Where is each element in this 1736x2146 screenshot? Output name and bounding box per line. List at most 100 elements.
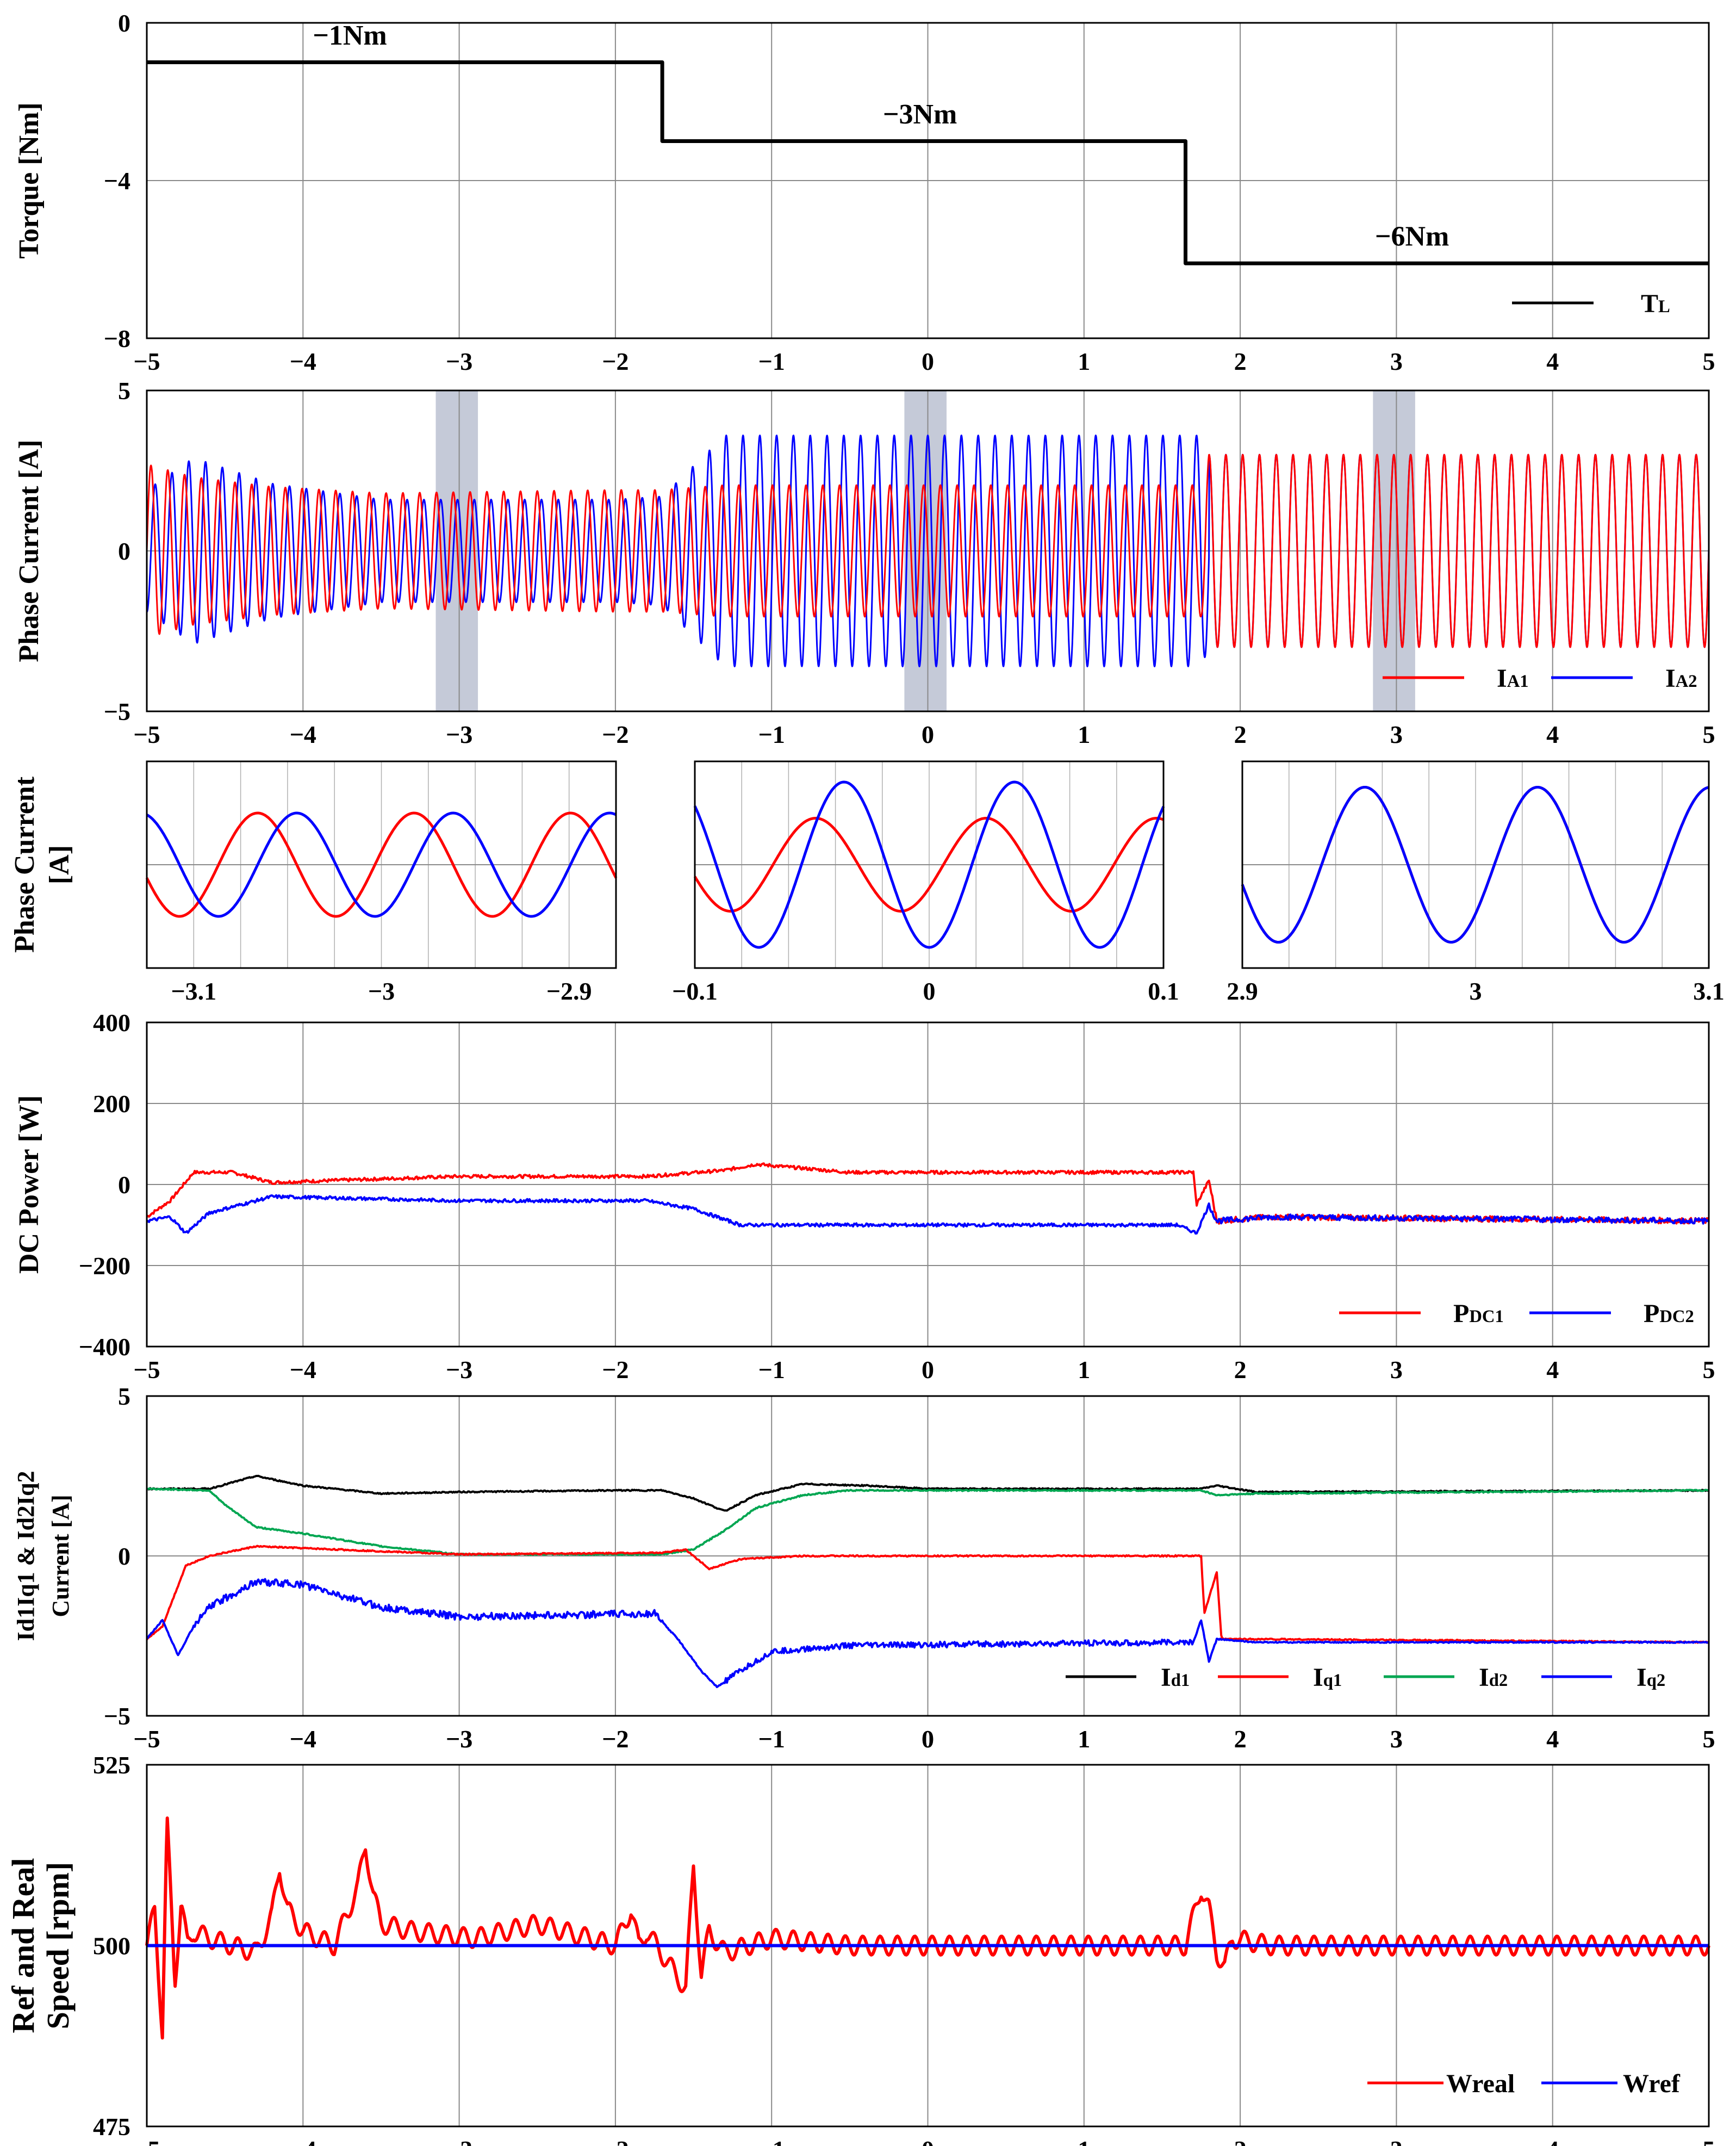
x-tick-label: −1 bbox=[758, 1725, 785, 1753]
legend-label: Id2 bbox=[1479, 1663, 1508, 1692]
y-axis-label: Phase Current bbox=[9, 776, 40, 953]
zoom3-panel: 2.9 3 3.1 bbox=[1227, 760, 1725, 1005]
x-tick-label: 5 bbox=[1703, 721, 1715, 748]
x-tick-label: 1 bbox=[1078, 721, 1090, 748]
dcpower-frame bbox=[146, 1021, 1710, 1348]
torque-panel: −5 −4 −3 −2 −1 0 1 2 3 4 5 0 −4 −8 Torque [Nm] −1Nm −3Nm… bbox=[14, 9, 1715, 375]
x-tick-label: −2 bbox=[602, 721, 629, 748]
legend-entry: PDC2 bbox=[1529, 1299, 1694, 1328]
x-tick-label: 2 bbox=[1234, 1725, 1247, 1753]
x-tick-label: −1 bbox=[758, 721, 785, 748]
dc-power-panel: −5 −4 −3 −2 −1 0 1 2 3 4 5 400 200 0 −200 −400 DC Power … bbox=[14, 1009, 1715, 1384]
y-tick-label: 0 bbox=[118, 9, 130, 37]
x-tick-label: 5 bbox=[1703, 1725, 1715, 1753]
torque-annotation: −3Nm bbox=[883, 99, 957, 130]
dq-current-panel: −5 −4 −3 −2 −1 0 1 2 3 4 5 5 0 −5 Id1Iq1 & Id2Iq2 Curre… bbox=[13, 1382, 1715, 1753]
torque-frame bbox=[146, 22, 1710, 339]
legend-label: PDC1 bbox=[1453, 1299, 1504, 1328]
x-tick-label: 5 bbox=[1703, 1356, 1715, 1384]
legend-entry: IA2 bbox=[1551, 664, 1697, 693]
x-tick-label: 1 bbox=[1078, 721, 1090, 748]
y-axis-label: Phase Current [A] bbox=[14, 439, 45, 662]
y-tick-label: 400 bbox=[93, 1009, 130, 1037]
x-tick-label: 5 bbox=[1703, 2136, 1715, 2146]
x-tick-label: 1 bbox=[1078, 2136, 1090, 2146]
x-tick-label: −3 bbox=[446, 721, 472, 748]
dq-current-series-line bbox=[146, 1487, 1709, 1556]
torque-annotation: −1Nm bbox=[313, 20, 387, 51]
x-tick-label: −2 bbox=[602, 1725, 629, 1753]
speed-panel: −5−4−3−2−1012345525500475−5−4−3−2−101234… bbox=[5, 1725, 1715, 2146]
y-axis-label: [A] bbox=[44, 845, 75, 884]
y-tick-label: 0 bbox=[118, 1542, 130, 1570]
x-tick-label: −2 bbox=[602, 348, 629, 375]
legend-label: Wreal bbox=[1446, 2069, 1515, 2098]
x-tick-label: −4 bbox=[290, 1725, 316, 1753]
x-tick-label: 3 bbox=[1390, 1725, 1403, 1753]
zoom1-panel: −3.1 −3 −2.9 bbox=[145, 760, 618, 1005]
y-tick-label: −8 bbox=[104, 325, 130, 352]
x-tick-label: −3 bbox=[446, 721, 472, 748]
x-tick-label: −4 bbox=[290, 1725, 316, 1753]
x-tick-label: 2 bbox=[1234, 348, 1247, 375]
x-tick-label: 3 bbox=[1390, 2136, 1403, 2146]
x-tick-label: 3 bbox=[1390, 721, 1403, 748]
x-tick-label: 2 bbox=[1234, 1725, 1247, 1753]
legend-label: Wref bbox=[1623, 2069, 1681, 2098]
x-tick-label: −5 bbox=[133, 1356, 160, 1384]
dc-power-series-line bbox=[146, 1194, 1710, 1235]
legend-entry: Id1 bbox=[1066, 1663, 1190, 1692]
x-tick-label: 4 bbox=[1546, 721, 1559, 748]
zoom-series-line bbox=[146, 811, 617, 918]
x-tick-label: 0 bbox=[922, 1356, 934, 1384]
x-tick-label: −5 bbox=[133, 1725, 160, 1753]
x-tick-label: −1 bbox=[758, 1356, 785, 1384]
x-tick-label: 5 bbox=[1703, 1725, 1715, 1753]
x-tick-label: −5 bbox=[133, 721, 160, 748]
x-tick-label: −3 bbox=[446, 1725, 472, 1753]
zoom-panels: −3.1 −3 −2.9 −0.1 0 0.1 2.9 3 3.1 −5 −4 −3 −2 −1 0 1 2 3 4… bbox=[9, 721, 1725, 1005]
speed-frame bbox=[146, 1764, 1710, 2128]
x-tick-label: 3 bbox=[1390, 1725, 1403, 1753]
x-tick-label: −4 bbox=[290, 721, 316, 748]
y-tick-label: 0 bbox=[118, 537, 130, 565]
y-tick-label: −200 bbox=[79, 1252, 130, 1280]
legend-label: IA1 bbox=[1497, 664, 1529, 693]
phase-frame bbox=[146, 389, 1710, 712]
x-tick-label: 2 bbox=[1234, 721, 1247, 748]
legend-label: PDC2 bbox=[1644, 1299, 1694, 1328]
x-tick-label: 4 bbox=[1546, 1725, 1559, 1753]
x-tick-label: 4 bbox=[1546, 1356, 1559, 1384]
dq-current-series-line bbox=[146, 1545, 1710, 1644]
x-tick-label: −4 bbox=[290, 1356, 316, 1384]
x-tick-label: −5 bbox=[133, 348, 160, 375]
x-tick-label: 3 bbox=[1390, 1356, 1403, 1384]
x-tick-label: −3 bbox=[446, 1356, 472, 1384]
y-tick-label: −5 bbox=[104, 698, 130, 725]
x-tick-label: 0 bbox=[922, 721, 934, 748]
x-tick-label: −3.1 bbox=[171, 977, 216, 1005]
x-tick-label: 4 bbox=[1546, 348, 1559, 375]
x-tick-label: −2.9 bbox=[546, 977, 592, 1005]
legend-entry: Iq1 bbox=[1218, 1663, 1342, 1692]
x-tick-label: −3 bbox=[368, 977, 395, 1005]
dqcurrent-frame bbox=[146, 1395, 1710, 1717]
x-tick-label: −3 bbox=[446, 2136, 472, 2146]
x-tick-label: −1 bbox=[758, 348, 785, 375]
legend-label: Iq2 bbox=[1637, 1663, 1665, 1692]
x-tick-label: −4 bbox=[290, 348, 316, 375]
legend-entry: Wref bbox=[1541, 2069, 1681, 2098]
x-tick-label: −4 bbox=[290, 2136, 316, 2146]
zoom2-frame bbox=[694, 760, 1165, 969]
y-tick-label: −400 bbox=[79, 1333, 130, 1361]
x-tick-label: 2.9 bbox=[1227, 977, 1258, 1005]
x-tick-label: −3 bbox=[446, 1725, 472, 1753]
y-tick-label: −5 bbox=[104, 1702, 130, 1730]
y-tick-label: 525 bbox=[93, 1751, 130, 1779]
y-tick-label: −4 bbox=[104, 167, 130, 195]
x-tick-label: −3 bbox=[446, 348, 472, 375]
x-tick-label: −2 bbox=[602, 1356, 629, 1384]
y-tick-label: 500 bbox=[93, 1932, 130, 1960]
x-tick-label: −5 bbox=[133, 721, 160, 748]
legend-entry: IA1 bbox=[1383, 664, 1529, 693]
